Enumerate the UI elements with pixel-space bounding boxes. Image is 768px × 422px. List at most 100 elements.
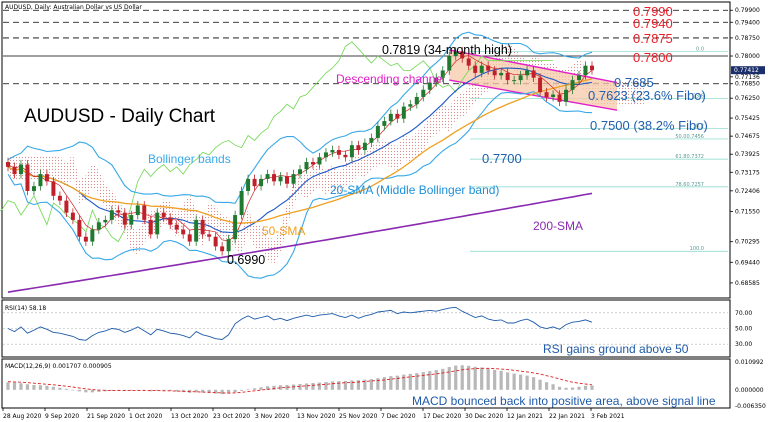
price-tick-label: 0.68585 <box>735 280 760 287</box>
candle-body <box>401 106 406 119</box>
price-tick-label: 0.79400 <box>735 19 760 26</box>
macd-annotation: MACD bounced back into positive area, ab… <box>412 394 716 408</box>
macd-histogram-bar <box>317 382 322 390</box>
candle-body <box>122 212 127 225</box>
macd-histogram-bar <box>499 370 503 390</box>
macd-histogram-bar <box>506 372 510 390</box>
candle-body <box>213 236 218 247</box>
candle-body <box>64 200 69 213</box>
date-tick-label: 28 Aug 2020 <box>3 413 42 420</box>
candle-body <box>116 210 121 213</box>
candle-body <box>317 157 322 165</box>
date-tick-label: 7 Dec 2020 <box>381 413 416 420</box>
bollinger-upper-band <box>7 31 593 204</box>
candle-body <box>207 234 212 237</box>
bollinger-annotation: Bollinger bands <box>148 152 231 166</box>
candle-body <box>505 72 510 81</box>
macd-histogram-bar <box>402 374 406 390</box>
level-label: 0.7700 <box>482 151 522 166</box>
fib-label: 50.00.7456 <box>675 134 704 140</box>
macd-histogram-bar <box>240 389 244 391</box>
macd-histogram-bar <box>214 389 218 394</box>
rsi-tick-label: 30.00 <box>735 341 752 348</box>
candle-body <box>570 80 575 90</box>
rsi-panel-frame <box>1 299 731 358</box>
high-annotation: 0.7819 (34-month high) <box>382 43 512 57</box>
fib-label: 38.2 <box>693 123 704 129</box>
macd-histogram-bar <box>19 383 23 390</box>
candle-body <box>181 229 186 235</box>
rsi-indicator: 70.00 50.00 30.00 <box>3 306 752 348</box>
candle-body <box>564 89 569 102</box>
macd-histogram-bar <box>447 367 451 390</box>
macd-histogram-bar <box>350 380 354 390</box>
macd-histogram-bar <box>570 387 575 390</box>
candle-body <box>538 77 543 93</box>
channel-lower-line <box>449 79 618 111</box>
candle-body <box>369 137 374 143</box>
macd-histogram-bar <box>252 388 257 390</box>
candle-body <box>447 56 452 71</box>
macd-histogram-bar <box>525 375 529 390</box>
macd-tick-label: -0.006350 <box>735 403 766 410</box>
price-tick-label: 0.78000 <box>735 53 760 60</box>
macd-histogram-bar <box>395 375 399 390</box>
candle-body <box>272 174 277 182</box>
candle-body <box>473 65 478 73</box>
macd-histogram-bar <box>246 389 250 390</box>
date-tick-label: 23 Oct 2020 <box>213 413 250 420</box>
macd-histogram-bar <box>512 373 516 390</box>
candle-body <box>12 166 17 175</box>
rsi-annotation: RSI gains ground above 50 <box>543 342 689 356</box>
candle-body <box>512 80 517 82</box>
bollinger-lower-band <box>7 91 593 279</box>
candle-body <box>551 94 556 97</box>
price-tick-label: 0.72406 <box>735 188 760 195</box>
macd-histogram-bar <box>532 377 536 390</box>
macd-histogram-bar <box>564 387 568 390</box>
macd-histogram-bar <box>110 389 114 391</box>
cloud-area <box>8 40 644 265</box>
candle-body <box>356 145 361 150</box>
window-title: AUDUSD, Daily: Australian Dollar vs US D… <box>5 4 142 11</box>
candle-body <box>161 212 166 218</box>
candle-body <box>187 234 192 242</box>
macd-histogram-bar <box>583 385 588 390</box>
fib-label: 0.0 <box>696 46 704 52</box>
macd-histogram-bar <box>136 389 140 391</box>
date-tick-label: 25 Nov 2020 <box>339 413 378 420</box>
candle-body <box>590 65 594 71</box>
candle-body <box>544 92 549 97</box>
date-tick-label: 3 Nov 2020 <box>255 413 290 420</box>
candle-body <box>349 145 354 158</box>
rsi-tick-label: 70.00 <box>735 310 752 317</box>
macd-indicator: 0.010992 0.000000 -0.006350 <box>6 359 766 410</box>
macd-histogram-bar <box>45 385 49 390</box>
candle-body <box>6 162 10 167</box>
fib-label: 100.0 <box>690 246 704 252</box>
macd-histogram-bar <box>486 368 490 390</box>
macd-histogram-bar <box>298 384 302 390</box>
candle-body <box>408 104 413 107</box>
macd-histogram-bar <box>77 389 81 392</box>
macd-histogram-bar <box>71 389 75 391</box>
macd-histogram-bar <box>51 386 56 390</box>
macd-histogram-bar <box>233 389 237 393</box>
candle-body <box>518 75 523 81</box>
candle-body <box>239 190 244 216</box>
macd-histogram-bar <box>64 388 68 390</box>
price-tick-label: 0.77136 <box>735 74 760 81</box>
candle-body <box>388 113 393 122</box>
candle-body <box>90 229 95 242</box>
macd-histogram-bar <box>162 389 166 391</box>
candle-body <box>291 174 296 184</box>
candle-body <box>200 219 205 235</box>
candle-body <box>246 178 251 191</box>
macd-histogram-bar <box>84 389 88 393</box>
candle-body <box>18 164 23 175</box>
macd-histogram-bar <box>324 381 328 390</box>
candle-body <box>155 212 160 235</box>
macd-histogram-bar <box>175 389 179 392</box>
macd-histogram-bar <box>382 377 386 390</box>
candle-body <box>135 205 140 216</box>
